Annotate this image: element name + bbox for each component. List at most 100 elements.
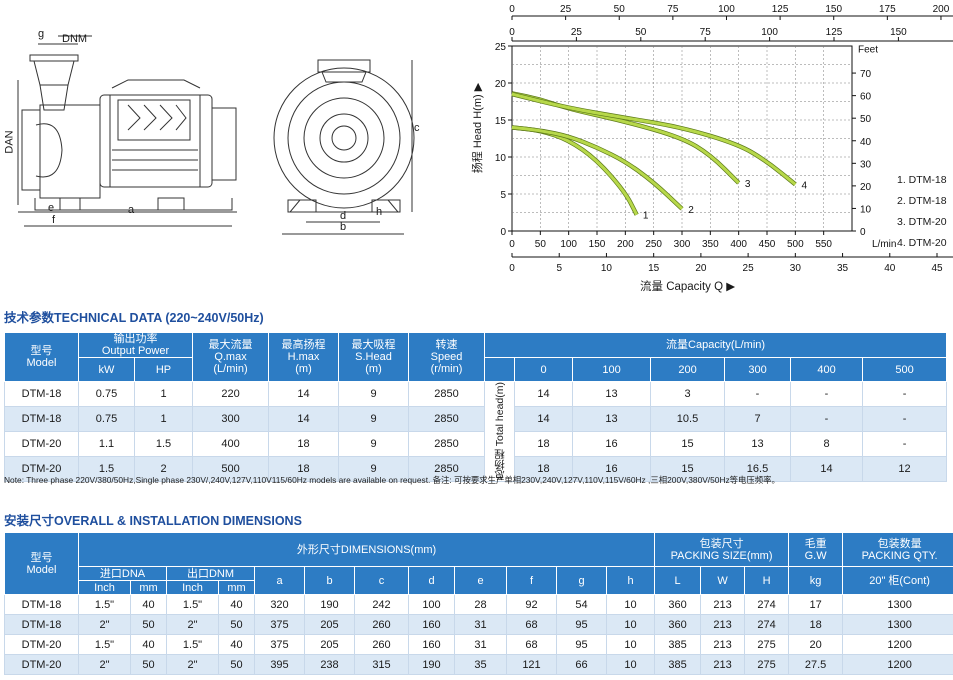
th-cap-200: 200 bbox=[650, 357, 726, 382]
cell: 213 bbox=[700, 654, 746, 675]
cell: 66 bbox=[556, 654, 607, 675]
table-row: DTM-18 1.5" 40 1.5" 40 320 190 242 100 2… bbox=[4, 594, 953, 615]
cell: 10 bbox=[605, 594, 656, 615]
x-tick-label: 550 bbox=[815, 239, 832, 250]
m3h-tick-label: 15 bbox=[648, 263, 660, 274]
feet-tick-label: 50 bbox=[860, 114, 872, 125]
cell: 1.5" bbox=[166, 594, 219, 615]
th-dimensions: 外形尺寸DIMENSIONS(mm) bbox=[77, 532, 656, 567]
th-hp: HP bbox=[133, 357, 194, 382]
curve-label-3: 3 bbox=[745, 179, 751, 190]
cell: 400 bbox=[192, 430, 270, 457]
tech-data-table: 型号 Model 输出功率 Output Power 最大流量 Q.max (L/min… bbox=[4, 332, 948, 482]
x-tick-label: 200 bbox=[617, 239, 634, 250]
cell: 2850 bbox=[408, 381, 486, 407]
cell: 10 bbox=[605, 634, 656, 655]
cell: 40 bbox=[130, 594, 167, 615]
cell: 160 bbox=[408, 614, 455, 635]
cell: 50 bbox=[130, 614, 167, 635]
curve-label-1: 1 bbox=[643, 211, 649, 222]
m3h-tick-label: 5 bbox=[556, 263, 562, 274]
cell: 2" bbox=[166, 654, 219, 675]
legend-item: 1. DTM-18 bbox=[897, 174, 947, 186]
cell: 50 bbox=[218, 614, 255, 635]
table-row: DTM-20 1.1 1.5 400 18 9 2850 18 16 15 13… bbox=[4, 430, 948, 457]
cell: 205 bbox=[304, 614, 355, 635]
cell: 14 bbox=[514, 381, 574, 407]
cell: 14 bbox=[790, 455, 864, 482]
cell: 1 bbox=[133, 405, 194, 432]
x-tick-label: 150 bbox=[589, 239, 606, 250]
cell: 1.5 bbox=[78, 455, 135, 482]
cell: 190 bbox=[304, 594, 355, 615]
m3h-tick-label: 20 bbox=[695, 263, 707, 274]
cell: 10 bbox=[605, 654, 656, 675]
cell: 190 bbox=[408, 654, 455, 675]
th-dna-inch: Inch bbox=[78, 580, 131, 595]
cell: 9 bbox=[338, 405, 410, 432]
x-tick-label: 50 bbox=[535, 239, 547, 250]
cell: 68 bbox=[506, 634, 557, 655]
cell: DTM-18 bbox=[4, 614, 79, 635]
cell: 18 bbox=[268, 430, 340, 457]
cell: 14 bbox=[268, 405, 340, 432]
cell: 300 bbox=[192, 405, 270, 432]
x-tick-label: 400 bbox=[730, 239, 747, 250]
cell: - bbox=[862, 405, 948, 432]
th-cont: 20" 柜(Cont) bbox=[842, 566, 953, 595]
usgpm-tick-label: 175 bbox=[879, 4, 896, 15]
th-shead: 最大吸程 S.Head (m) bbox=[338, 332, 410, 382]
feet-tick-label: 20 bbox=[860, 182, 872, 193]
th-W: W bbox=[700, 566, 746, 595]
cell: 31 bbox=[454, 634, 507, 655]
usgpm-tick-label: 50 bbox=[614, 4, 626, 15]
feet-tick-label: 0 bbox=[860, 227, 866, 238]
cell: 2" bbox=[78, 614, 131, 635]
impgpm-tick-label: 0 bbox=[509, 27, 515, 38]
th-speed: 转速 Speed (r/min) bbox=[408, 332, 486, 382]
th-g: g bbox=[556, 566, 607, 595]
impgpm-tick-label: 25 bbox=[571, 27, 583, 38]
cell: 10.5 bbox=[650, 405, 726, 432]
dim-label-f: f bbox=[52, 214, 56, 226]
th-packing-qty: 包装数量 PACKING QTY. bbox=[842, 532, 953, 567]
y-tick-label: 5 bbox=[500, 190, 506, 201]
cell: 1 bbox=[133, 381, 194, 407]
cell: DTM-18 bbox=[4, 594, 79, 615]
pump-drawing bbox=[17, 35, 415, 235]
x-tick-label: 350 bbox=[702, 239, 719, 250]
cell: 13 bbox=[572, 381, 652, 407]
cell: 7 bbox=[724, 405, 792, 432]
cell: 14 bbox=[514, 405, 574, 432]
cell: 3 bbox=[650, 381, 726, 407]
dim-label-d: d bbox=[340, 210, 347, 222]
th-b: b bbox=[304, 566, 355, 595]
m3h-tick-label: 25 bbox=[743, 263, 755, 274]
cell: 16 bbox=[572, 430, 652, 457]
tech-data-title: 技术参数TECHNICAL DATA (220~240V/50Hz) bbox=[4, 311, 264, 325]
cell: 40 bbox=[218, 594, 255, 615]
cell: 360 bbox=[654, 594, 702, 615]
cell: DTM-20 bbox=[4, 654, 79, 675]
cell: DTM-20 bbox=[4, 455, 79, 482]
impgpm-tick-label: 150 bbox=[890, 27, 907, 38]
cell: 1.5" bbox=[78, 634, 131, 655]
cell: 1200 bbox=[842, 654, 953, 675]
th-dna: 进口DNA bbox=[78, 566, 167, 581]
usgpm-tick-label: 0 bbox=[509, 4, 515, 15]
table-row: DTM-20 1.5 2 500 18 9 2850 18 16 15 16.5… bbox=[4, 455, 948, 482]
cell: - bbox=[790, 405, 864, 432]
cell: 12 bbox=[862, 455, 948, 482]
cell: 28 bbox=[454, 594, 507, 615]
cell: 13 bbox=[572, 405, 652, 432]
cell: 16.5 bbox=[724, 455, 792, 482]
cell: 385 bbox=[654, 654, 702, 675]
cell: 385 bbox=[654, 634, 702, 655]
cell: 35 bbox=[454, 654, 507, 675]
cell: 274 bbox=[744, 594, 790, 615]
cell: 0.75 bbox=[78, 381, 135, 407]
cell: 1.5 bbox=[133, 430, 194, 457]
cell: 8 bbox=[790, 430, 864, 457]
cell: 275 bbox=[744, 654, 790, 675]
cell: 14 bbox=[268, 381, 340, 407]
